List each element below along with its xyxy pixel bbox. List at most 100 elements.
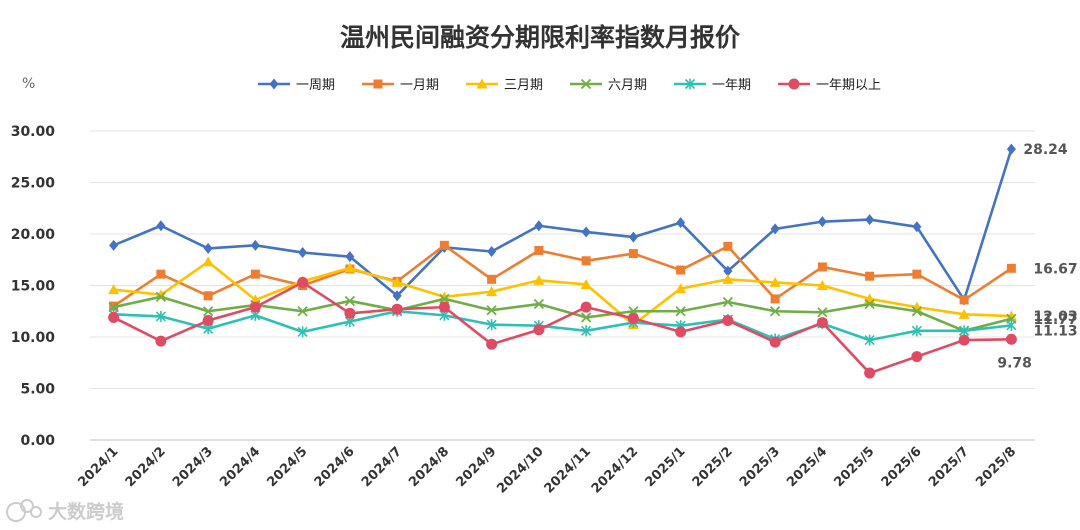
series-line — [112, 244, 1013, 308]
data-point — [438, 301, 450, 313]
series-lines — [108, 143, 1017, 379]
data-point — [250, 239, 260, 251]
legend-entry: 一年期 — [674, 78, 751, 93]
data-point — [628, 231, 638, 243]
data-point — [533, 298, 545, 310]
data-point — [581, 256, 591, 266]
legend-entry: 一月期 — [362, 78, 439, 93]
watermark-logo-icon — [6, 499, 42, 522]
x-tick-label: 2025/4 — [784, 444, 830, 490]
x-tick-label: 2025/1 — [643, 444, 689, 490]
data-point — [959, 325, 970, 337]
data-point — [533, 324, 545, 336]
legend: 一周期 一月期 三月期 六月期 一年期 一年期以上 — [258, 78, 881, 93]
data-point — [817, 262, 827, 272]
series-line — [113, 295, 1012, 333]
y-tick-label: 0.00 — [20, 433, 55, 449]
data-point — [1006, 143, 1016, 155]
legend-marker-icon — [684, 78, 696, 90]
data-point — [534, 245, 544, 255]
data-point — [675, 283, 687, 294]
data-point — [769, 276, 781, 287]
data-point — [865, 214, 875, 226]
series-line — [113, 309, 1012, 342]
data-point — [675, 306, 686, 317]
data-point — [344, 307, 356, 319]
data-point — [627, 312, 639, 324]
data-point — [912, 269, 922, 279]
data-label: 28.24 — [1023, 142, 1068, 158]
data-point — [581, 226, 591, 238]
data-point — [487, 246, 497, 258]
x-tick-label: 2024/9 — [454, 444, 500, 490]
legend-marker-icon — [580, 78, 592, 90]
data-point — [1006, 263, 1016, 273]
data-point — [108, 301, 119, 313]
x-tick-label: 2024/4 — [217, 444, 263, 490]
y-tick-label: 15.00 — [11, 279, 56, 295]
data-point — [722, 273, 734, 284]
data-point — [298, 247, 308, 259]
x-tick-label: 2025/8 — [973, 444, 1019, 490]
data-point — [816, 280, 828, 290]
legend-label: 六月期 — [608, 78, 647, 93]
data-point — [723, 265, 733, 277]
data-label: 12.03 — [1033, 309, 1077, 325]
legend-marker-icon — [269, 78, 279, 90]
x-axis-ticks: 2024/1 2024/2 2024/3 2024/4 2024/5 2024/6 2024… — [76, 444, 1020, 496]
data-point — [297, 306, 308, 317]
legend-entry: 一年期以上 — [778, 78, 881, 93]
legend-entry: 一周期 — [258, 78, 335, 93]
series-5 — [108, 305, 1017, 346]
x-tick-label: 2024/8 — [406, 444, 452, 490]
data-point — [580, 312, 592, 323]
data-point — [109, 239, 119, 251]
legend-marker-icon — [476, 78, 488, 89]
data-point — [156, 269, 166, 279]
legend-entry: 三月期 — [466, 78, 543, 93]
data-point — [580, 278, 592, 289]
data-point — [486, 338, 498, 350]
data-label: 11.13 — [1033, 323, 1077, 339]
legend-label: 一年期 — [712, 78, 751, 93]
data-point — [391, 276, 403, 287]
data-label: 11.77 — [1033, 312, 1077, 328]
data-point — [391, 303, 403, 315]
data-point — [486, 286, 498, 297]
data-point — [202, 256, 214, 267]
data-point — [722, 296, 734, 308]
data-point — [108, 311, 120, 323]
x-tick-label: 2024/6 — [312, 444, 358, 490]
x-tick-label: 2024/12 — [589, 444, 641, 496]
data-point — [439, 240, 449, 250]
data-point — [486, 319, 497, 331]
data-point — [675, 326, 687, 338]
series-line — [113, 260, 1012, 326]
data-point — [249, 301, 261, 313]
x-tick-label: 2025/5 — [832, 444, 878, 490]
data-point — [769, 336, 781, 348]
data-point — [155, 291, 167, 302]
data-point — [297, 326, 308, 338]
data-point — [581, 325, 592, 337]
data-point — [911, 325, 922, 337]
data-point — [770, 223, 780, 235]
data-point — [864, 298, 875, 310]
data-point — [816, 317, 828, 329]
data-point — [344, 295, 356, 307]
y-tick-label: 25.00 — [11, 176, 56, 192]
data-point — [108, 284, 120, 295]
x-tick-label: 2025/3 — [737, 444, 783, 490]
legend-label: 一年期以上 — [816, 78, 881, 93]
data-point — [769, 306, 781, 317]
data-point — [676, 265, 686, 275]
data-point — [817, 216, 827, 228]
data-point — [958, 334, 970, 346]
chart-title: 温州民间融资分期限利率指数月报价 — [340, 23, 741, 52]
x-tick-label: 2025/2 — [690, 444, 736, 490]
data-point — [959, 295, 969, 305]
data-point — [912, 221, 922, 233]
watermark: 大数跨境 — [6, 499, 124, 523]
